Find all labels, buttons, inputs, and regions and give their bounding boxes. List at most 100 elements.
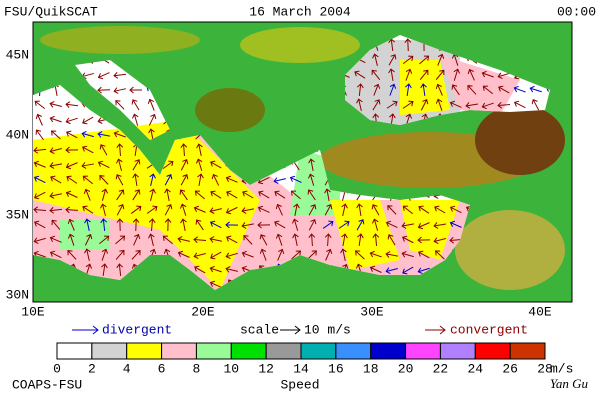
wind-arrow xyxy=(325,248,333,261)
wind-arrow xyxy=(308,233,316,247)
colorbar-box xyxy=(230,342,267,360)
wind-arrow xyxy=(132,189,141,201)
wind-arrow xyxy=(148,233,155,246)
wind-arrow xyxy=(164,204,173,216)
colorbar-tick-label: 20 xyxy=(398,361,414,376)
colorbar-box xyxy=(439,342,476,360)
relief xyxy=(475,105,565,175)
colorbar-tick-label: 28 xyxy=(537,361,553,376)
wind-arrow xyxy=(84,218,91,231)
wind-arrow xyxy=(419,55,430,65)
wind-arrow xyxy=(66,175,78,184)
wind-arrow xyxy=(196,143,203,156)
wind-arrow xyxy=(435,98,443,111)
wind-arrow xyxy=(273,177,286,184)
wind-arrow xyxy=(100,203,107,216)
colorbar-tick-label: 24 xyxy=(467,361,483,376)
wind-arrow xyxy=(497,101,511,109)
wind-arrow xyxy=(402,205,414,215)
wind-arrow xyxy=(82,175,93,185)
wind-arrow xyxy=(146,205,158,214)
wind-arrow xyxy=(67,218,75,231)
wind-arrow xyxy=(338,220,350,229)
wind-arrow xyxy=(164,188,171,201)
wind-arrow xyxy=(435,83,443,96)
wind-arrow xyxy=(33,206,47,214)
colorbar-tick-label: 6 xyxy=(158,361,166,376)
lat-label: 45N xyxy=(6,47,29,62)
wind-arrow xyxy=(65,117,78,125)
wind-arrow xyxy=(242,190,254,199)
wind-arrow xyxy=(49,192,62,199)
wind-arrow xyxy=(35,113,43,126)
colorbar-box xyxy=(265,342,302,360)
wind-arrow xyxy=(497,72,510,80)
wind-arrow xyxy=(49,235,62,243)
wind-arrow xyxy=(404,38,412,52)
wind-arrow xyxy=(355,250,365,260)
wind-arrow xyxy=(180,143,188,157)
wind-arrow xyxy=(258,190,270,199)
wind-arrow xyxy=(482,85,493,95)
wind-arrow xyxy=(513,100,526,109)
wind-arrow xyxy=(340,248,347,261)
wind-arrow xyxy=(82,116,94,125)
speed-zone xyxy=(440,55,520,115)
wind-arrow xyxy=(35,129,44,141)
wind-arrow xyxy=(274,190,286,199)
wind-arrow xyxy=(65,101,79,108)
wind-arrow xyxy=(148,113,157,126)
wind-arrow xyxy=(387,205,397,215)
wind-arrow xyxy=(371,204,380,216)
wind-arrow xyxy=(197,173,204,186)
wind-arrow xyxy=(419,69,429,80)
colorbar-tick-label: 22 xyxy=(433,361,449,376)
wind-arrow xyxy=(387,234,396,246)
wind-arrow xyxy=(241,250,254,258)
wind-arrow xyxy=(341,203,348,216)
wind-arrow xyxy=(194,265,206,274)
map xyxy=(32,21,573,303)
wind-arrow xyxy=(81,130,94,138)
legend-scale: scale xyxy=(240,322,279,337)
wind-arrow xyxy=(531,99,540,111)
wind-arrow xyxy=(180,218,187,231)
wind-arrow xyxy=(99,144,108,156)
wind-arrow xyxy=(180,174,189,186)
wind-arrow xyxy=(417,236,431,244)
wind-arrow xyxy=(131,250,141,260)
lat-label: 40N xyxy=(6,127,29,142)
wind-arrow xyxy=(81,162,94,169)
legend-arrow xyxy=(439,325,446,335)
wind-arrow xyxy=(67,233,75,246)
wind-arrow xyxy=(324,188,331,201)
wind-arrow xyxy=(293,203,300,216)
colorbar-box xyxy=(300,342,337,360)
wind-arrow xyxy=(180,158,189,171)
wind-arrow xyxy=(101,248,109,261)
wind-arrow xyxy=(356,98,363,111)
lon-label: 30E xyxy=(360,304,384,319)
wind-arrow xyxy=(133,233,141,246)
wind-arrow xyxy=(402,100,414,109)
wind-arrow xyxy=(82,205,94,214)
wind-arrow xyxy=(435,69,445,80)
wind-arrow xyxy=(33,175,46,184)
wind-arrow xyxy=(65,206,79,214)
wind-arrow xyxy=(101,263,108,277)
wind-arrow xyxy=(147,98,155,111)
wind-arrow xyxy=(193,252,206,259)
wind-arrow xyxy=(65,162,78,170)
colorbar-tick-label: 2 xyxy=(88,361,96,376)
wind-arrow xyxy=(241,207,254,214)
wind-arrow xyxy=(386,100,398,109)
wind-arrow xyxy=(177,236,190,243)
wind-arrow xyxy=(324,233,332,247)
wind-arrow xyxy=(33,160,46,168)
wind-arrow xyxy=(433,222,446,229)
wind-arrow xyxy=(354,70,366,79)
wind-arrow xyxy=(193,236,207,244)
speed-zone xyxy=(33,120,260,290)
wind-arrow xyxy=(513,85,526,93)
colorbar-tick-label: 26 xyxy=(502,361,518,376)
